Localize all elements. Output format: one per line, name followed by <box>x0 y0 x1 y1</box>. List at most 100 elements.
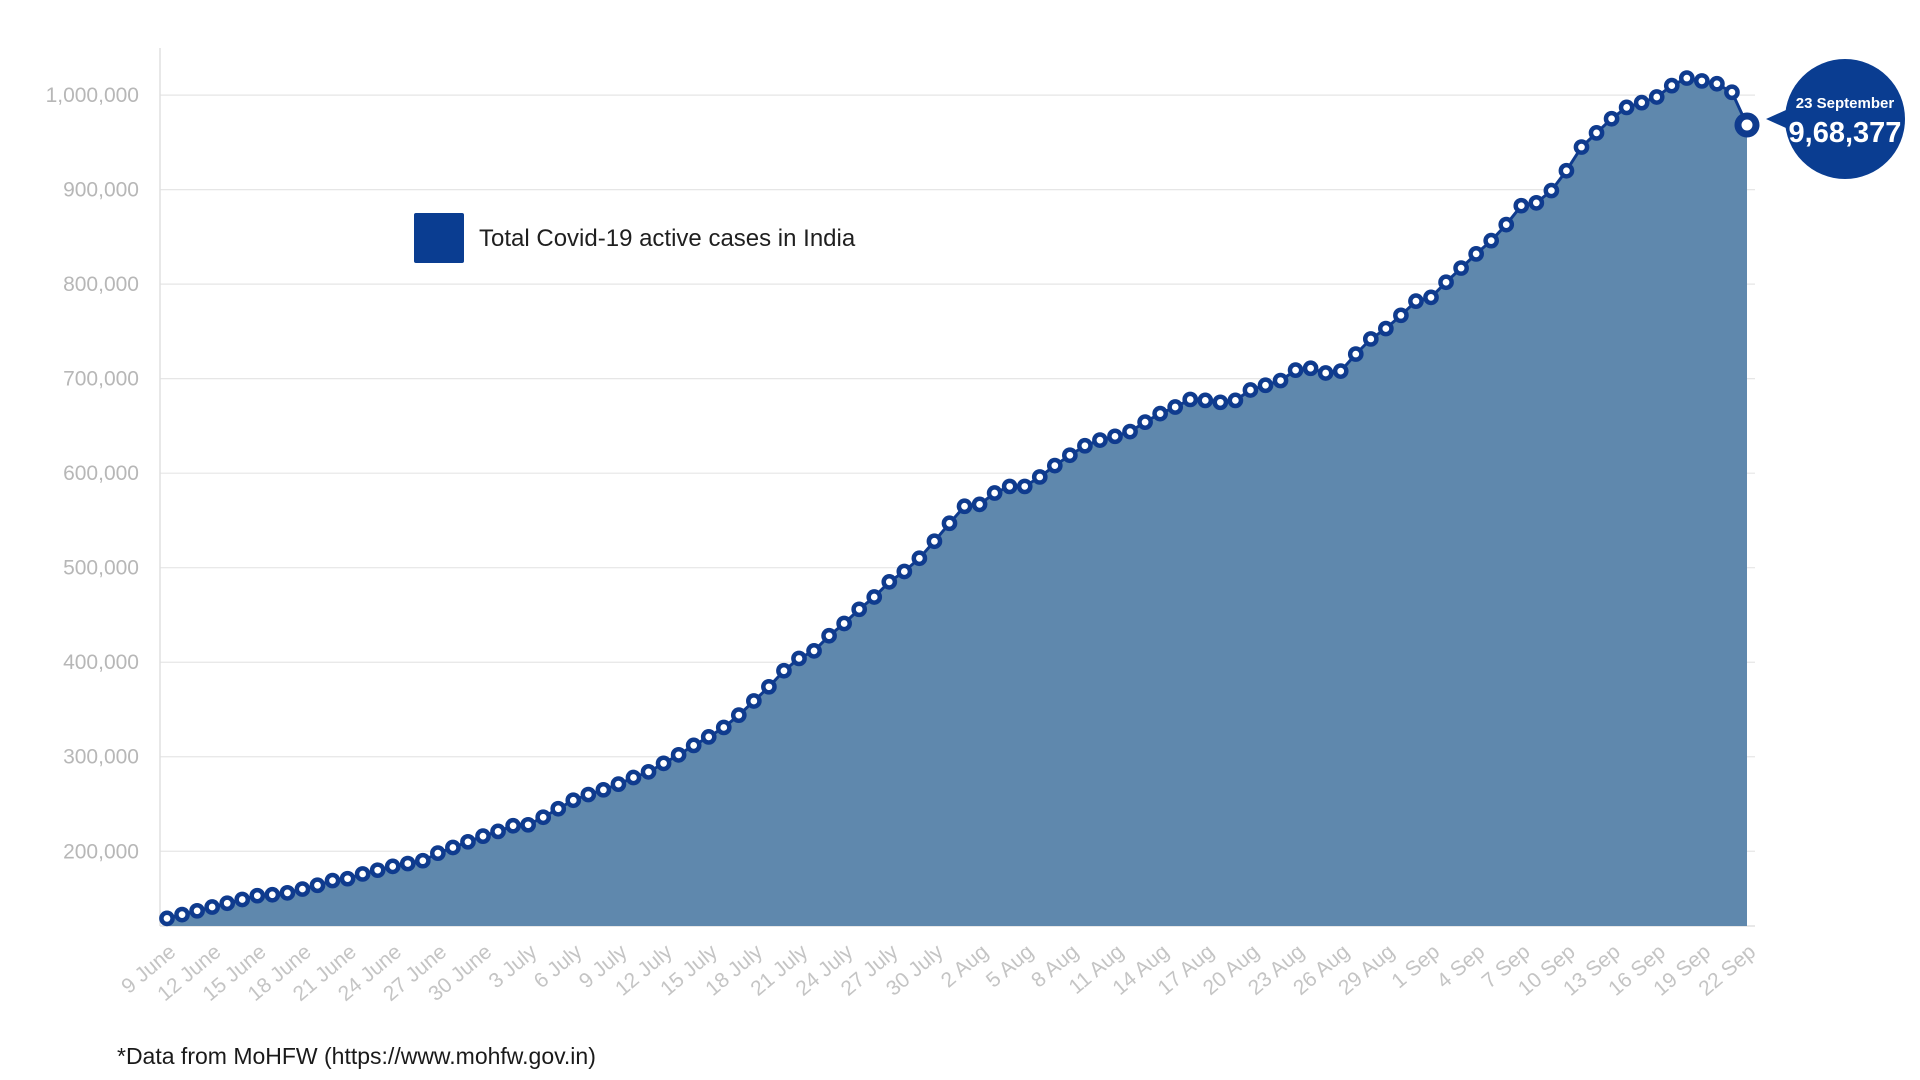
data-point <box>1122 423 1138 440</box>
data-point <box>1618 99 1635 116</box>
data-point <box>399 855 416 872</box>
data-point <box>1694 73 1710 89</box>
data-point <box>685 737 702 754</box>
data-point <box>941 515 958 532</box>
x-tick-label: 2 Aug <box>937 940 993 992</box>
data-point <box>460 833 476 850</box>
data-point <box>1077 437 1093 454</box>
legend-label: Total Covid-19 active cases in India <box>479 225 856 252</box>
data-point <box>475 828 491 844</box>
y-tick-label: 800,000 <box>63 273 139 296</box>
data-point <box>1724 84 1740 101</box>
data-point <box>1423 289 1439 306</box>
callout-pointer <box>1766 110 1786 128</box>
data-point <box>1317 365 1334 381</box>
x-tick-label: 1 Sep <box>1387 940 1444 993</box>
data-point <box>715 719 732 736</box>
data-point <box>1393 307 1409 324</box>
y-tick-label: 900,000 <box>63 179 139 202</box>
data-point <box>1031 469 1048 485</box>
callout-date: 23 September <box>1796 95 1895 112</box>
data-point <box>1137 414 1153 430</box>
data-point <box>324 872 341 889</box>
callout-circle <box>1785 59 1905 179</box>
callout-value: 9,68,377 <box>1789 117 1902 149</box>
y-tick-label: 600,000 <box>63 462 139 485</box>
data-point <box>1362 331 1379 347</box>
data-point <box>1603 110 1620 127</box>
data-point <box>730 707 747 724</box>
data-point <box>430 845 446 862</box>
data-point <box>986 485 1003 501</box>
last-value-callout: 23 September 9,68,377 <box>1766 59 1905 179</box>
data-point <box>1272 372 1289 389</box>
data-point <box>1438 274 1454 291</box>
footnote: *Data from MoHFW (https://www.mohfw.gov.… <box>117 1043 596 1069</box>
y-tick-label: 700,000 <box>63 368 139 391</box>
y-axis-ticks: 200,000 300,000 400,000 500,000 600,000 700,0… <box>46 84 139 863</box>
data-point <box>761 678 777 695</box>
data-point <box>595 781 612 798</box>
data-point <box>1378 320 1394 337</box>
data-point <box>1498 216 1515 233</box>
data-point <box>1558 162 1575 179</box>
data-point <box>1468 246 1484 262</box>
legend-swatch <box>414 213 464 263</box>
data-point <box>1062 447 1078 464</box>
data-point <box>1167 399 1184 415</box>
data-point <box>1257 377 1274 394</box>
x-tick-label: 6 July <box>530 940 587 993</box>
data-point <box>309 877 326 894</box>
data-point <box>1483 232 1500 249</box>
data-point <box>264 886 281 903</box>
data-point <box>1107 428 1123 445</box>
data-point <box>896 563 913 580</box>
data-point <box>249 887 266 904</box>
data-point <box>640 764 657 780</box>
data-point <box>610 776 627 793</box>
data-point <box>1588 125 1605 141</box>
data-point <box>1197 392 1214 409</box>
data-point <box>550 800 567 817</box>
data-point <box>339 870 356 887</box>
data-point <box>1408 293 1424 310</box>
data-point <box>174 906 190 923</box>
data-point <box>1633 94 1650 111</box>
data-point <box>189 902 205 919</box>
data-point <box>836 615 852 632</box>
data-point <box>1453 260 1469 276</box>
area-layer <box>166 76 1749 927</box>
legend: Total Covid-19 active cases in India <box>414 213 856 263</box>
data-point <box>445 839 461 856</box>
data-point <box>279 884 296 901</box>
data-point <box>625 769 642 786</box>
data-point <box>1332 363 1349 379</box>
data-point <box>565 792 582 809</box>
data-point <box>1016 478 1033 495</box>
data-point <box>1227 392 1244 409</box>
data-point <box>490 823 506 840</box>
data-point <box>1152 405 1168 422</box>
data-point <box>234 891 251 908</box>
data-point <box>1573 139 1590 155</box>
data-points <box>159 70 1760 927</box>
data-point <box>1182 391 1199 408</box>
data-point <box>580 786 597 803</box>
data-point <box>384 858 401 875</box>
area-fill <box>167 78 1747 927</box>
data-point <box>204 899 220 915</box>
data-point <box>414 852 431 869</box>
data-point <box>956 498 973 515</box>
data-point <box>1001 478 1018 495</box>
data-point <box>670 746 687 763</box>
data-point <box>369 862 386 879</box>
data-point <box>1347 346 1364 362</box>
data-point <box>851 601 868 618</box>
data-point <box>1709 75 1725 92</box>
data-point <box>1212 394 1229 411</box>
series-line <box>166 76 1749 920</box>
data-point <box>791 650 807 667</box>
data-point <box>1543 182 1560 199</box>
